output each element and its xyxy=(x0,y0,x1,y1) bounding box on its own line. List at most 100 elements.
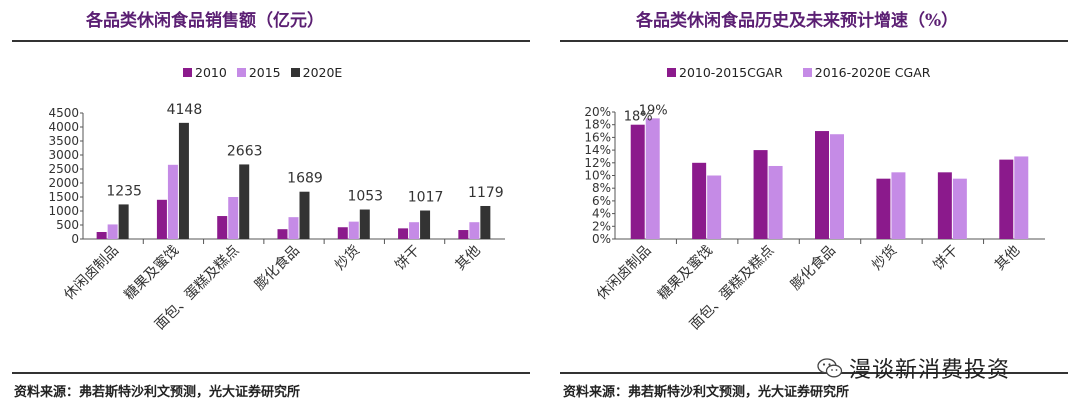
x-tick-label: 炒货 xyxy=(868,242,900,274)
bar xyxy=(96,232,107,239)
right-title-divider xyxy=(560,40,1068,42)
legend-label-2010: 2010 xyxy=(195,65,227,80)
bar xyxy=(753,150,768,239)
legend-swatch-2016-2020e xyxy=(802,68,812,77)
bar xyxy=(156,199,167,239)
x-tick-label: 炒货 xyxy=(331,242,363,274)
legend-item-2015: 2015 xyxy=(236,65,281,80)
y-tick-label: 3500 xyxy=(48,134,79,148)
x-tick-label: 休闲卤制品 xyxy=(61,243,122,304)
bar xyxy=(288,217,299,239)
bar xyxy=(891,172,906,239)
data-label: 19% xyxy=(639,103,668,118)
right-legend: 2010-2015CGAR 2016-2020E CGAR xyxy=(667,65,940,80)
left-source-divider xyxy=(12,372,530,374)
data-label: 4148 xyxy=(167,102,203,118)
bar xyxy=(876,178,891,239)
wechat-icon xyxy=(817,358,843,378)
bar xyxy=(458,230,469,239)
y-tick-label: 500 xyxy=(56,218,79,232)
legend-swatch-2020e xyxy=(290,68,300,77)
bar xyxy=(118,204,129,239)
legend-item-2016-2020e: 2016-2020E CGAR xyxy=(802,65,931,80)
data-label: 2663 xyxy=(227,143,263,159)
x-tick-label: 其他 xyxy=(453,243,484,274)
y-tick-label: 14% xyxy=(584,143,611,157)
bar xyxy=(952,178,967,239)
bar xyxy=(645,118,660,239)
bar xyxy=(228,197,239,239)
x-tick-label: 糖果及蜜饯 xyxy=(121,243,182,304)
y-tick-label: 12% xyxy=(584,156,611,170)
y-tick-label: 1500 xyxy=(48,190,79,204)
bar xyxy=(217,216,228,239)
legend-swatch-2010 xyxy=(183,68,192,77)
bar xyxy=(469,222,480,239)
left-legend: 2010 2015 2020E xyxy=(183,65,352,80)
y-tick-label: 2% xyxy=(592,219,611,233)
y-tick-label: 18% xyxy=(584,118,611,132)
y-tick-label: 6% xyxy=(592,194,611,208)
left-chart-title: 各品类休闲食品销售额（亿元） xyxy=(86,11,324,31)
y-tick-label: 2000 xyxy=(48,176,79,190)
bar xyxy=(167,164,178,239)
bar xyxy=(630,124,645,239)
left-title-divider xyxy=(12,40,530,42)
legend-label-2016-2020e: 2016-2020E CGAR xyxy=(814,65,931,80)
y-tick-label: 4% xyxy=(592,207,611,221)
y-tick-label: 1000 xyxy=(48,204,79,218)
legend-swatch-2010-2015 xyxy=(667,68,676,77)
bar xyxy=(815,131,829,239)
y-tick-label: 0% xyxy=(592,232,611,246)
data-label: 1689 xyxy=(287,171,323,187)
y-tick-label: 8% xyxy=(592,181,611,195)
x-tick-label: 饼干 xyxy=(392,243,423,274)
bar xyxy=(277,229,288,239)
x-tick-label: 其他 xyxy=(992,243,1023,274)
bar xyxy=(107,224,118,239)
bar xyxy=(239,164,250,239)
data-label: 1179 xyxy=(468,185,504,201)
bar xyxy=(348,221,359,239)
x-tick-label: 休闲卤制品 xyxy=(594,243,655,304)
y-tick-label: 10% xyxy=(584,169,611,183)
y-tick-label: 16% xyxy=(584,130,611,144)
right-bar-chart: 0%2%4%6%8%10%12%14%16%18%20%休闲卤制品 糖果及蜜饯面包… xyxy=(584,103,1045,333)
left-source-text: 资料来源：弗若斯特沙利文预测，光大证券研究所 xyxy=(14,385,301,400)
data-label: 1017 xyxy=(408,190,444,206)
bar xyxy=(337,227,348,239)
y-tick-label: 4000 xyxy=(48,120,79,134)
right-chart-title: 各品类休闲食品历史及未来预计增速（%） xyxy=(636,11,959,31)
y-tick-label: 3000 xyxy=(48,148,79,162)
bar xyxy=(178,122,189,239)
bar xyxy=(707,175,722,239)
bar xyxy=(692,162,707,239)
legend-label-2015: 2015 xyxy=(248,65,281,80)
y-tick-label: 2500 xyxy=(48,162,79,176)
bar xyxy=(398,228,409,239)
y-tick-label: 20% xyxy=(584,105,611,119)
bar xyxy=(768,165,783,239)
legend-item-2010-2015: 2010-2015CGAR xyxy=(667,65,783,80)
watermark-text: 漫谈新消费投资 xyxy=(849,358,1011,383)
right-source-text: 资料来源：弗若斯特沙利文预测，光大证券研究所 xyxy=(563,385,850,400)
legend-item-2010: 2010 xyxy=(183,65,227,80)
bar xyxy=(359,209,370,239)
bar xyxy=(420,210,431,239)
y-tick-label: 0 xyxy=(71,232,79,246)
bar xyxy=(480,205,491,239)
legend-label-2010-2015: 2010-2015CGAR xyxy=(679,65,783,80)
data-label: 18% xyxy=(624,110,653,125)
bar xyxy=(409,222,420,239)
data-label: 1053 xyxy=(347,189,383,205)
legend-item-2020e: 2020E xyxy=(290,65,342,80)
bar xyxy=(937,172,952,239)
bar xyxy=(1014,156,1029,239)
y-tick-label: 4500 xyxy=(48,106,79,120)
bar xyxy=(999,159,1014,239)
bar xyxy=(830,134,844,239)
right-source-divider xyxy=(560,372,1068,374)
data-label: 1235 xyxy=(106,183,142,199)
x-tick-label: 糖果及蜜饯 xyxy=(655,243,716,304)
